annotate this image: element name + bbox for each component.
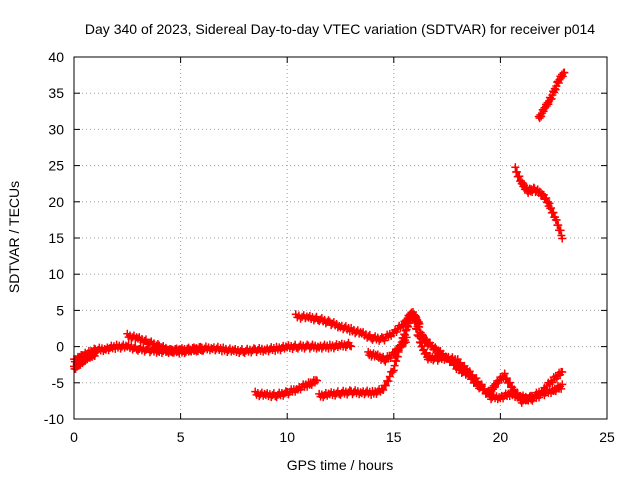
- data-point: [415, 322, 424, 331]
- data-point: [558, 234, 567, 243]
- data-point: [558, 380, 567, 389]
- data-point: [313, 376, 322, 385]
- data-point: [558, 367, 567, 376]
- data-point: [500, 369, 509, 378]
- y-tick-label: 15: [48, 230, 64, 246]
- data-point: [197, 346, 206, 355]
- y-tick-label: 40: [48, 49, 64, 65]
- data-point: [545, 199, 554, 208]
- x-tick-label: 15: [386, 429, 402, 445]
- data-point: [141, 335, 150, 344]
- series-arc-high-b: [534, 68, 569, 123]
- data-point: [542, 193, 551, 202]
- data-point: [543, 197, 552, 206]
- data-point: [411, 311, 420, 320]
- y-tick-label: 25: [48, 158, 64, 174]
- data-point: [196, 345, 205, 354]
- y-tick-label: 10: [48, 266, 64, 282]
- data-point: [515, 392, 524, 401]
- data-point: [385, 372, 394, 381]
- x-tick-label: 10: [279, 429, 295, 445]
- data-point: [418, 341, 427, 350]
- data-point: [551, 85, 560, 94]
- series-arc-start: [70, 347, 100, 373]
- y-tick-label: -5: [52, 375, 65, 391]
- data-point: [392, 357, 401, 366]
- y-tick-label: 0: [56, 339, 64, 355]
- data-point: [401, 338, 410, 347]
- data-point: [345, 341, 354, 350]
- series-arc-lower-a: [251, 375, 322, 402]
- axis-ticks: 0 5 10 15 20 25 -10 -5 0 5 10 15 20 25 30 35 40: [44, 49, 615, 445]
- data-series: [70, 68, 569, 407]
- series-arc-dip: [364, 333, 411, 366]
- data-point: [512, 167, 521, 176]
- data-point: [390, 361, 399, 370]
- data-point: [153, 340, 162, 349]
- series-arc-evening-b: [411, 311, 567, 407]
- data-point: [547, 204, 556, 213]
- data-point: [431, 343, 440, 352]
- data-point: [402, 333, 411, 342]
- x-tick-label: 20: [493, 429, 509, 445]
- y-tick-label: -10: [44, 411, 64, 427]
- y-tick-label: 35: [48, 85, 64, 101]
- series-arc-high-a: [511, 163, 567, 243]
- y-tick-label: 30: [48, 121, 64, 137]
- plot-frame: [73, 56, 608, 420]
- data-point: [505, 378, 514, 387]
- data-point: [389, 366, 398, 375]
- y-tick-label: 5: [56, 302, 64, 318]
- data-point: [556, 226, 565, 235]
- data-point: [384, 377, 393, 386]
- x-tick-label: 0: [70, 429, 78, 445]
- grid: [74, 57, 607, 419]
- x-tick-label: 5: [177, 429, 185, 445]
- data-point: [515, 172, 524, 181]
- series-arc-main: [70, 338, 356, 366]
- data-point: [502, 374, 511, 383]
- data-point: [560, 68, 569, 77]
- x-axis-label: GPS time / hours: [287, 457, 394, 473]
- x-tick-label: 25: [599, 429, 615, 445]
- data-point: [537, 189, 546, 198]
- series-arc-early: [123, 329, 206, 358]
- data-point: [472, 377, 481, 386]
- data-point: [381, 381, 390, 390]
- y-tick-label: 20: [48, 194, 64, 210]
- data-point: [91, 347, 100, 356]
- data-point: [412, 317, 421, 326]
- data-point: [547, 94, 556, 103]
- data-point: [404, 322, 413, 331]
- data-point: [554, 221, 563, 230]
- data-point: [347, 342, 356, 351]
- data-point: [552, 215, 561, 224]
- y-axis-label: SDTVAR / TECUs: [6, 181, 22, 293]
- data-point: [388, 368, 397, 377]
- data-point: [549, 208, 558, 217]
- data-point: [511, 163, 520, 172]
- data-point: [379, 386, 388, 395]
- chart-title: Day 340 of 2023, Sidereal Day-to-day VTE…: [85, 21, 595, 37]
- data-point: [557, 384, 566, 393]
- data-point: [422, 335, 431, 344]
